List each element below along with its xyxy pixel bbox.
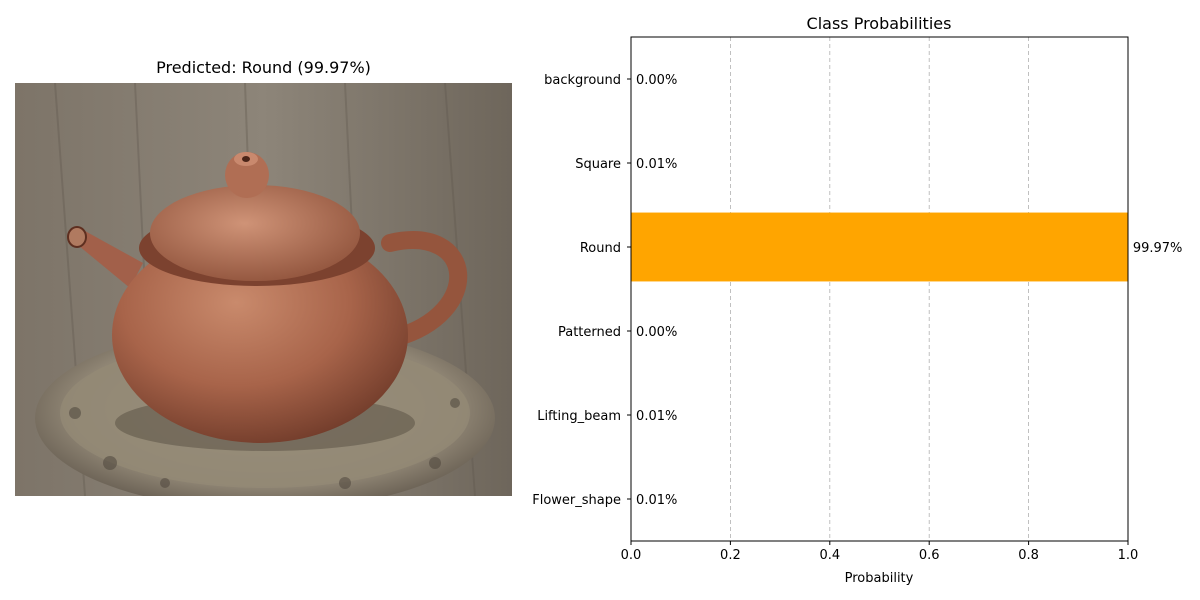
- data-label: 0.01%: [636, 493, 677, 508]
- y-tick-label: Lifting_beam: [537, 409, 621, 424]
- x-tick-label: 1.0: [1118, 548, 1139, 563]
- data-label: 99.97%: [1133, 241, 1183, 256]
- x-axis: 0.0 0.2 0.4 0.6 0.8 1.0: [621, 541, 1139, 563]
- bar: [631, 212, 1128, 282]
- plot-frame: [630, 36, 1129, 542]
- y-tick-label: Square: [575, 157, 621, 172]
- data-label: 0.00%: [636, 325, 677, 340]
- y-tick-label: Round: [580, 241, 621, 256]
- grid-lines: [730, 37, 1029, 541]
- y-tick-label: background: [544, 73, 621, 88]
- teapot-photo: [15, 83, 512, 496]
- x-axis-label: Probability: [845, 571, 914, 586]
- y-tick-label: Flower_shape: [532, 493, 621, 508]
- x-tick-label: 0.4: [819, 548, 840, 563]
- data-label: 0.01%: [636, 157, 677, 172]
- bar-group: [631, 128, 1128, 534]
- image-title: Predicted: Round (99.97%): [156, 58, 371, 77]
- y-tick-label: Patterned: [558, 325, 621, 340]
- x-tick-label: 0.2: [720, 548, 741, 563]
- chart-title: Class Probabilities: [807, 14, 952, 33]
- x-tick-label: 0.8: [1018, 548, 1039, 563]
- x-tick-label: 0.0: [621, 548, 642, 563]
- data-label: 0.01%: [636, 409, 677, 424]
- data-label: 0.00%: [636, 73, 677, 88]
- value-labels: 0.00% 0.01% 99.97% 0.00% 0.01% 0.01%: [636, 73, 1182, 508]
- x-tick-label: 0.6: [919, 548, 940, 563]
- y-axis: background Square Round Patterned Lifting_be…: [532, 73, 631, 508]
